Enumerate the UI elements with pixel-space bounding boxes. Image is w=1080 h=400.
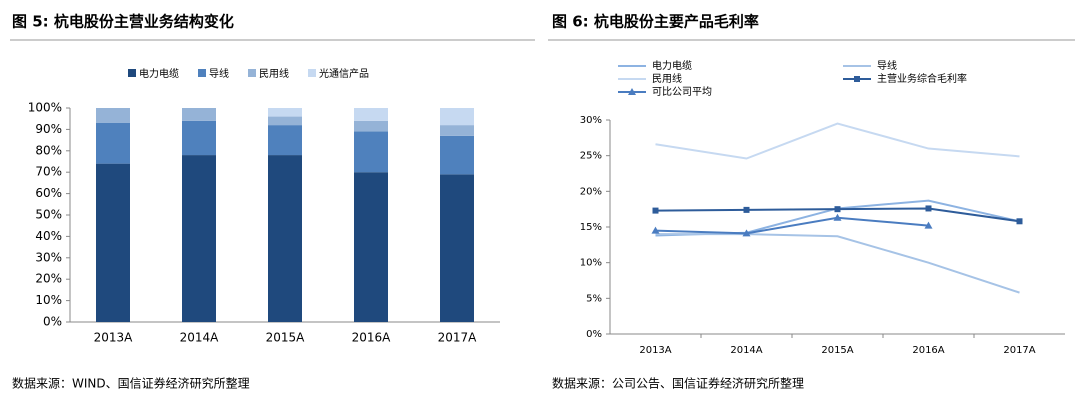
x-tick-label: 2014A <box>180 331 220 345</box>
y-tick-label: 100% <box>28 101 62 115</box>
bar-segment <box>354 108 388 121</box>
x-tick-label: 2016A <box>912 345 944 356</box>
marker <box>924 221 933 229</box>
legend-swatch <box>128 69 136 77</box>
bar-segment <box>354 131 388 173</box>
legend-swatch <box>248 69 256 77</box>
series-line <box>655 122 1020 160</box>
bar-segment <box>354 120 388 132</box>
y-tick-label: 0% <box>43 315 62 329</box>
marker <box>1016 218 1023 225</box>
legend-label: 可比公司平均 <box>652 86 712 98</box>
bar-segment <box>440 135 474 175</box>
marker <box>833 213 842 221</box>
legend-label: 电力电缆 <box>139 67 179 80</box>
x-tick-label: 2014A <box>730 345 762 356</box>
bar-segment <box>182 120 216 156</box>
y-tick-label: 30% <box>580 115 602 126</box>
series-line <box>655 233 1020 294</box>
x-tick-label: 2013A <box>94 331 134 345</box>
marker <box>854 76 860 82</box>
y-tick-label: 20% <box>580 186 602 197</box>
marker <box>743 206 750 213</box>
y-tick-label: 5% <box>586 293 602 304</box>
y-tick-label: 10% <box>580 258 602 269</box>
marker <box>834 206 841 213</box>
legend-label: 民用线 <box>652 72 682 85</box>
marker <box>742 229 751 237</box>
source-note: 数据来源：WIND、国信证券经济研究所整理 <box>12 376 250 391</box>
bar-segment <box>440 108 474 126</box>
marker <box>925 205 932 212</box>
source-note: 数据来源：公司公告、国信证券经济研究所整理 <box>552 376 804 391</box>
bar-segment <box>268 108 302 117</box>
legend-label: 民用线 <box>259 67 289 80</box>
y-tick-label: 50% <box>35 208 62 222</box>
bar-segment <box>268 155 302 322</box>
y-tick-label: 15% <box>580 222 602 233</box>
x-tick-label: 2013A <box>639 345 671 356</box>
marker <box>651 226 660 234</box>
y-tick-label: 70% <box>35 165 62 179</box>
bar-segment <box>268 116 302 126</box>
legend-label: 导线 <box>877 59 897 72</box>
bar-segment <box>440 174 474 322</box>
y-tick-label: 80% <box>35 143 62 157</box>
bar-segment <box>354 172 388 322</box>
bar-segment <box>268 125 302 156</box>
y-tick-label: 10% <box>35 293 62 307</box>
series-line <box>655 216 929 235</box>
y-tick-label: 25% <box>580 151 602 162</box>
x-tick-label: 2016A <box>352 331 392 345</box>
chart-title: 图 5: 杭电股份主营业务结构变化 <box>12 13 234 31</box>
y-tick-label: 20% <box>35 272 62 286</box>
y-tick-label: 0% <box>586 329 602 340</box>
y-tick-label: 60% <box>35 186 62 200</box>
bar-segment <box>182 108 216 121</box>
chart-title: 图 6: 杭电股份主要产品毛利率 <box>552 13 759 31</box>
y-tick-label: 90% <box>35 122 62 136</box>
y-tick-label: 40% <box>35 229 62 243</box>
marker <box>628 88 636 95</box>
x-tick-label: 2015A <box>266 331 306 345</box>
legend-label: 导线 <box>209 67 229 80</box>
legend-swatch <box>308 69 316 77</box>
bar-segment <box>96 122 130 164</box>
x-tick-label: 2017A <box>1003 345 1035 356</box>
legend-label: 主营业务综合毛利率 <box>877 72 967 85</box>
bar-segment <box>440 125 474 136</box>
legend-label: 电力电缆 <box>652 59 692 72</box>
bar-segment <box>96 108 130 123</box>
bar-segment <box>96 163 130 322</box>
y-tick-label: 30% <box>35 250 62 264</box>
x-tick-label: 2015A <box>821 345 853 356</box>
x-tick-label: 2017A <box>438 331 478 345</box>
marker <box>652 207 659 214</box>
bar-segment <box>182 155 216 322</box>
legend-swatch <box>198 69 206 77</box>
legend-label: 光通信产品 <box>319 67 369 80</box>
